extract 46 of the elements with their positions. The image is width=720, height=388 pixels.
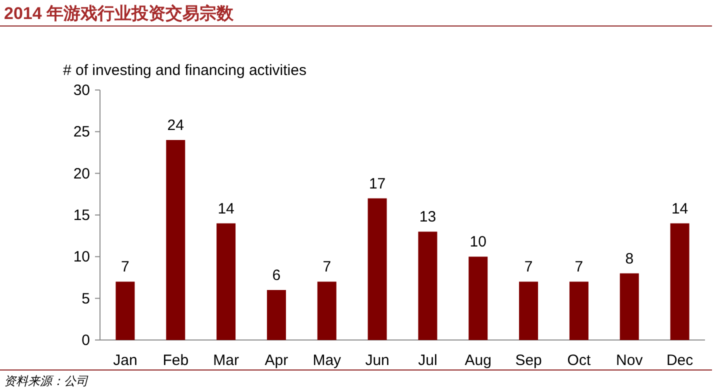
x-tick-label: Mar (213, 352, 239, 369)
y-tick-label: 5 (82, 290, 90, 308)
x-tick-label: Jan (113, 352, 138, 369)
x-tick-label: May (312, 352, 342, 369)
data-label: 24 (167, 117, 184, 134)
x-tick-label: Apr (264, 352, 288, 369)
bar (519, 282, 538, 340)
x-tick-label: Jun (365, 352, 390, 369)
y-tick-label: 10 (73, 248, 90, 266)
data-label: 14 (218, 200, 234, 218)
x-tick-label: Sep (515, 352, 542, 369)
data-label: 17 (368, 175, 386, 192)
y-axis-title: # of investing and financing activities (63, 62, 306, 79)
bar (216, 223, 236, 340)
y-tick-label: 25 (73, 124, 90, 141)
bar (468, 256, 488, 340)
bar (418, 232, 438, 340)
data-label: 7 (574, 258, 584, 276)
bar (670, 223, 690, 340)
bar (368, 198, 387, 340)
x-tick-label: Nov (616, 352, 644, 369)
x-tick-label: Oct (567, 352, 592, 369)
x-tick-label: Jul (418, 352, 438, 369)
data-label: 10 (470, 234, 486, 251)
text: 资料来源：公司 (4, 374, 89, 388)
data-label: 7 (121, 258, 130, 276)
data-label: 13 (419, 208, 436, 226)
data-label: 7 (524, 258, 533, 276)
x-tick-label: Feb (162, 352, 189, 369)
data-label: 8 (625, 250, 634, 268)
y-tick-label: 0 (82, 332, 90, 349)
y-tick-label: 15 (73, 207, 90, 224)
bar (620, 273, 639, 340)
y-tick-label: 30 (73, 82, 90, 99)
bar (317, 282, 336, 340)
x-tick-label: Dec (666, 352, 694, 369)
chart-title: 2014 年游戏行业投资交易宗数 (4, 4, 235, 23)
data-label: 14 (671, 200, 688, 218)
bar (569, 282, 588, 340)
x-tick-label: Aug (464, 352, 492, 369)
data-label: 7 (322, 258, 332, 276)
bar (166, 140, 186, 340)
y-tick-label: 20 (73, 165, 90, 182)
bar (266, 290, 286, 340)
bar (116, 282, 135, 340)
data-label: 6 (272, 267, 281, 284)
